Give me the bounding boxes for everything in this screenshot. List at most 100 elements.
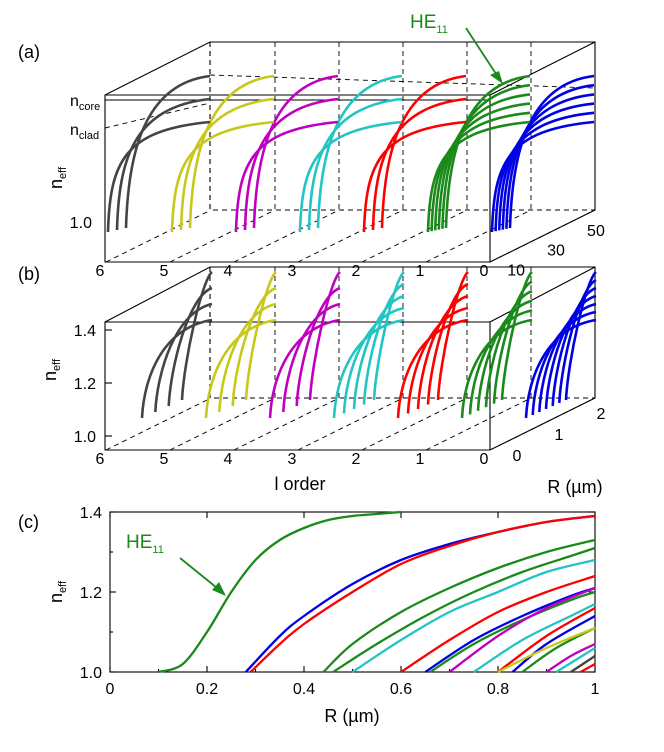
curve-l5-2: [231, 286, 277, 407]
curve-l0-3: [544, 294, 597, 410]
panel-b-ytick-1.2: 1.2: [74, 376, 96, 393]
l-tick-label-1: 1: [416, 451, 425, 468]
panel-c-curve-l3-5: [351, 558, 596, 673]
l-tick-label-6: 6: [96, 263, 105, 280]
curve-l3-2: [352, 294, 405, 410]
curve-l2-2: [380, 74, 467, 229]
curve-l4-2: [252, 74, 339, 229]
panel-a-nclad-label: nclad: [70, 122, 99, 142]
xtick-label-1: 1: [591, 681, 600, 698]
depth-tick-label-0: 0: [513, 448, 522, 465]
floor-line-3: [297, 209, 404, 263]
xtick-label-0.4: 0.4: [293, 681, 315, 698]
panel-c-curve-l3-10: [473, 602, 596, 673]
panel-a-curves: [106, 74, 595, 233]
panel-b-box-front-edges: [105, 266, 596, 450]
curve-l0-4: [551, 286, 597, 407]
panel-c-curve-l4-9: [448, 586, 596, 673]
panel-c-curve-l1-3: [322, 538, 596, 673]
panel-a-box-front-edges: [105, 41, 596, 262]
curve-l1-5: [444, 74, 531, 229]
floor-line-2: [233, 397, 340, 451]
l-tick-label-5: 5: [160, 263, 169, 280]
curve-l0-5: [558, 278, 597, 404]
panel-b-ytick-1.4: 1.4: [74, 323, 96, 340]
panel-b-label: (b): [18, 264, 40, 284]
panel-b-depth-tick-labels: 0 1 2: [513, 406, 606, 465]
curve-l5-0: [204, 318, 277, 419]
l-tick-label-6: 6: [96, 451, 105, 468]
panel-c-curve-l2-18: [579, 662, 596, 674]
floor-line-3: [297, 397, 404, 451]
curve-l0-1: [531, 310, 597, 416]
l-tick-label-4: 4: [224, 451, 233, 468]
panel-c-curves: [158, 510, 596, 674]
curve-l6-1: [115, 97, 211, 231]
ytick-label-1.0: 1.0: [80, 665, 102, 682]
floor-line-0: [105, 397, 212, 451]
l-tick-label-2: 2: [352, 451, 361, 468]
floor-line-4: [361, 397, 468, 451]
curve-l6-2: [167, 286, 213, 407]
depth-tick-label-50: 50: [587, 223, 605, 240]
curve-l3-1: [342, 306, 405, 414]
xtick-label-0.6: 0.6: [390, 681, 412, 698]
panel-c-curve-l4-15: [545, 642, 596, 673]
floor-line-1: [169, 397, 276, 451]
curve-l1-5: [500, 270, 534, 401]
curve-l2-2: [416, 294, 469, 410]
curve-l0-6: [564, 270, 598, 401]
curve-l5-1: [218, 302, 277, 413]
floor-line-5: [425, 397, 532, 451]
curve-l3-2: [316, 74, 403, 229]
curve-l3-0: [298, 120, 403, 233]
l-tick-label-3: 3: [288, 451, 297, 468]
panel-c-label: (c): [18, 512, 39, 532]
curve-l2-4: [436, 270, 470, 401]
panel-c-curve-l6-17: [570, 655, 596, 673]
curve-l6-2: [124, 74, 211, 229]
ytick-label-1.2: 1.2: [80, 585, 102, 602]
curve-l6-1: [154, 302, 213, 413]
curve-l1-2: [476, 299, 533, 411]
curve-l5-2: [188, 74, 275, 229]
panel-b-ylabel: neff: [40, 358, 63, 381]
panel-c-ylabel: neff: [46, 580, 69, 603]
curve-l2-0: [396, 318, 469, 419]
panel-a-ncore-label: ncore: [70, 93, 100, 113]
floor-line-1: [169, 209, 276, 263]
panel-b-ytick-1.0: 1.0: [74, 429, 96, 446]
curve-l4-1: [243, 97, 339, 231]
curve-l3-1: [307, 97, 403, 231]
panel-c-ticks: 0 0.2 0.4 0.6 0.8 1 1.0 1.2 1.4: [80, 505, 600, 698]
panel-a-he11-arrow: [465, 27, 501, 81]
panel-a-ylabel: neff: [46, 166, 69, 189]
panel-a-ytick-1.0: 1.0: [70, 215, 92, 232]
depth-tick-label-2: 2: [597, 406, 606, 423]
floor-line-0: [105, 209, 212, 263]
panel-a-he11-annotation: HE11: [410, 12, 448, 36]
panel-c-curve-l1-4: [332, 546, 596, 673]
panel-c-he11-annotation: HE11: [126, 532, 164, 556]
curve-l2-0: [362, 120, 467, 233]
panel-a-ncore-back-line: [209, 74, 596, 89]
curve-l6-3: [180, 270, 214, 401]
curve-l4-3: [308, 270, 342, 401]
panel-c-curve-l0-12: [511, 615, 596, 673]
panel-b-l-tick-labels: 6 5 4 3 2 1 0: [96, 451, 489, 468]
curve-l2-3: [426, 282, 469, 405]
panel-c-curve-l2-11: [497, 607, 596, 673]
curve-l5-0: [170, 120, 275, 233]
curve-l4-0: [268, 318, 341, 419]
depth-tick-label-1: 1: [555, 427, 564, 444]
curve-l5-1: [179, 97, 275, 231]
l-tick-label-5: 5: [160, 451, 169, 468]
curve-l3-3: [362, 282, 405, 405]
panel-c-he11-arrowhead: [212, 582, 226, 596]
curve-l1-3: [484, 289, 533, 408]
depth-tick-label-10: 10: [507, 262, 525, 279]
panel-b-depth-label: R (µm): [547, 477, 602, 497]
l-tick-label-0: 0: [480, 451, 489, 468]
